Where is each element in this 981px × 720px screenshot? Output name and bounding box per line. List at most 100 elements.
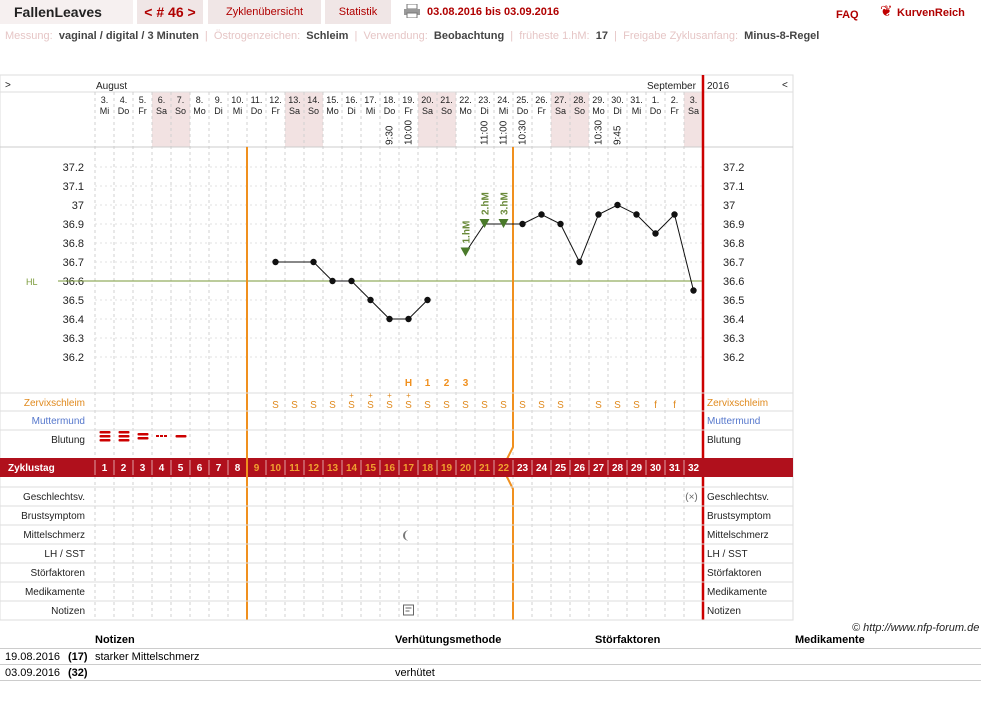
cycle-day-number: 17 — [403, 463, 415, 474]
weekday-label: Fr — [271, 106, 280, 116]
cycle-day-number: 19 — [441, 463, 453, 474]
cycle-day-number: 25 — [555, 463, 567, 474]
cycle-day-number: 8 — [235, 463, 241, 474]
cycle-day-number: 23 — [517, 463, 529, 474]
user-tab[interactable]: FallenLeaves — [0, 0, 133, 24]
y-tick-label-right: 37.1 — [723, 181, 744, 193]
day-date-label: 3. — [690, 95, 698, 105]
weekday-label: Mi — [233, 106, 243, 116]
day-date-label: 27. — [554, 95, 567, 105]
brand-logo[interactable]: ❦ KurvenReich — [880, 2, 965, 21]
weekday-label: Sa — [422, 106, 433, 116]
copyright: © http://www.nfp-forum.de — [852, 622, 980, 634]
cycle-day-number: 20 — [460, 463, 472, 474]
cycle-day-number: 3 — [140, 463, 146, 474]
row-label-right: LH / SST — [707, 549, 748, 560]
mucus-symbol: S — [557, 400, 564, 411]
mucus-symbol: S — [443, 400, 450, 411]
cycle-day-number: 21 — [479, 463, 491, 474]
weekday-label: Mi — [632, 106, 642, 116]
row-note: starker Mittelschmerz — [95, 651, 200, 663]
cycle-day-number: 7 — [216, 463, 222, 474]
hm-label: 1.hM — [462, 221, 473, 244]
temp-point — [595, 211, 602, 218]
weekday-label: Do — [384, 106, 396, 116]
hm-label: 3.hM — [500, 192, 511, 215]
row-label-right: Blutung — [707, 435, 741, 446]
temp-point — [272, 258, 279, 266]
intercourse-icon: (×) — [685, 492, 698, 503]
y-tick-label-left: 36.6 — [63, 276, 84, 288]
day-date-label: 5. — [139, 95, 147, 105]
mittelschmerz-icon: ❨ — [401, 530, 410, 542]
measure-time-label: 10:30 — [594, 120, 605, 145]
temp-point — [576, 258, 583, 266]
messung-label: Messung: — [5, 30, 53, 42]
row-label-right: Zervixschleim — [707, 398, 768, 409]
cycle-day-label: Zyklustag — [8, 463, 55, 474]
row-label-left: Mittelschmerz — [23, 530, 85, 541]
cycle-day-number: 13 — [327, 463, 339, 474]
brand-name: KurvenReich — [897, 7, 965, 19]
temp-point — [557, 220, 564, 228]
y-tick-label-right: 37 — [723, 200, 735, 212]
y-tick-label-right: 36.7 — [723, 257, 744, 269]
row-label-left: Medikamente — [25, 587, 85, 598]
expand-left-icon: > — [5, 80, 11, 91]
y-tick-label-left: 37 — [72, 200, 84, 212]
mucus-symbol: f — [654, 400, 657, 411]
freigabe-label: Freigabe Zyklusanfang: — [623, 30, 739, 42]
cycle-day-number: 9 — [254, 463, 260, 474]
temp-point — [614, 201, 621, 209]
row-label-left: Zervixschleim — [24, 398, 85, 409]
printer-icon[interactable] — [404, 3, 420, 19]
weekend-shade — [418, 92, 437, 147]
row-label-right: Geschlechtsv. — [707, 492, 769, 503]
row-label-right: Störfaktoren — [707, 568, 761, 579]
mucus-symbol: S — [386, 400, 393, 411]
cycle-day-number: 6 — [197, 463, 203, 474]
y-tick-label-left: 36.7 — [63, 257, 84, 269]
cycle-day-number: 31 — [669, 463, 681, 474]
col-stoerfaktoren: Störfaktoren — [595, 634, 661, 646]
weekend-shade — [152, 92, 171, 147]
weekday-label: Mo — [459, 106, 472, 116]
day-date-label: 9. — [215, 95, 223, 105]
mucus-symbol: S — [519, 400, 526, 411]
y-tick-label-right: 36.5 — [723, 295, 744, 307]
day-date-label: 2. — [671, 95, 679, 105]
cycle-nav[interactable]: < # 46 > — [137, 0, 203, 24]
month-label: September — [647, 81, 697, 92]
y-tick-label-left: 36.4 — [63, 314, 84, 326]
mucus-symbol: S — [462, 400, 469, 411]
weekday-label: Do — [118, 106, 130, 116]
day-date-label: 13. — [288, 95, 301, 105]
settings-summary: Messung: vaginal / digital / 3 Minuten |… — [5, 30, 820, 42]
temp-point — [329, 277, 336, 285]
weekday-label: Di — [613, 106, 622, 116]
note-icon — [403, 604, 414, 616]
top-bar: FallenLeaves < # 46 > Zyklenübersicht St… — [0, 0, 981, 25]
tab-overview[interactable]: Zyklenübersicht — [208, 0, 321, 24]
mucus-symbol: S — [272, 400, 279, 411]
measure-time-label: 9:45 — [613, 125, 624, 145]
weekday-label: Mo — [193, 106, 206, 116]
col-medikamente: Medikamente — [795, 634, 865, 646]
day-date-label: 25. — [516, 95, 529, 105]
temp-point — [424, 296, 431, 304]
year-label: 2016 — [707, 81, 730, 92]
day-date-label: 18. — [383, 95, 396, 105]
mucus-symbol: S — [424, 400, 431, 411]
weekend-shade — [304, 92, 323, 147]
day-date-label: 19. — [402, 95, 415, 105]
day-date-label: 24. — [497, 95, 510, 105]
faq-link[interactable]: FAQ — [836, 9, 859, 21]
heart-icon: ❦ — [880, 3, 893, 20]
mucus-plus: + — [349, 391, 354, 400]
tab-statistik[interactable]: Statistik — [325, 0, 391, 24]
day-date-label: 20. — [421, 95, 434, 105]
temp-point — [652, 230, 659, 237]
cycle-day-number: 11 — [289, 463, 300, 474]
y-tick-label-right: 36.4 — [723, 314, 744, 326]
weekend-shade — [684, 92, 703, 147]
